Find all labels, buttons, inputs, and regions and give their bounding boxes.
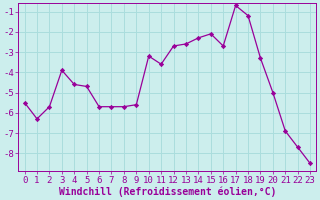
X-axis label: Windchill (Refroidissement éolien,°C): Windchill (Refroidissement éolien,°C) — [59, 186, 276, 197]
